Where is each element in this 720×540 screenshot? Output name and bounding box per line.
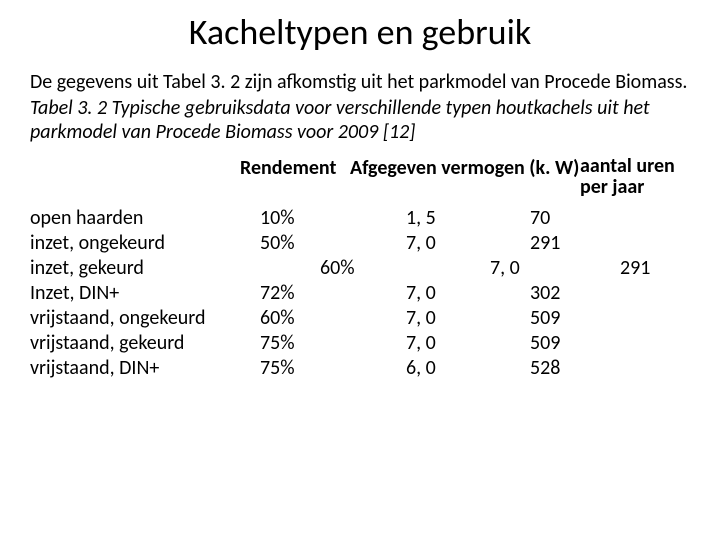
cell-name: inzet, ongekeurd: [30, 231, 240, 256]
header-power: Afgegeven vermogen (k. W): [350, 156, 580, 180]
cell-power: 1, 5: [350, 206, 520, 231]
cell-name: vrijstaand, DIN+: [30, 356, 240, 381]
slide: Kacheltypen en gebruik De gegevens uit T…: [0, 0, 720, 540]
cell-hours: 528: [520, 356, 630, 381]
table-row: vrijstaand, DIN+75% 6, 0528: [30, 356, 690, 381]
cell-name: open haarden: [30, 206, 240, 231]
table-row: vrijstaand, gekeurd 75%7, 0 509: [30, 331, 690, 356]
cell-hours: 509: [520, 306, 630, 331]
cell-power: 7, 0: [350, 331, 520, 356]
slide-title: Kacheltypen en gebruik: [80, 10, 640, 54]
table-row: open haarden10%1, 570: [30, 206, 690, 231]
table-body: open haarden10%1, 570inzet, ongekeurd50%…: [30, 206, 690, 381]
cell-power: 7, 0: [350, 281, 520, 306]
cell-rendement: 75%: [240, 356, 350, 381]
cell-name: vrijstaand, gekeurd: [30, 331, 240, 356]
header-hours: aantal uren per jaar: [580, 156, 690, 198]
table-caption: Tabel 3. 2 Typische gebruiksdata voor ve…: [30, 96, 690, 144]
cell-power: 7, 0: [350, 256, 520, 281]
table-row: vrijstaand, ongekeurd 60% 7, 0509: [30, 306, 690, 331]
cell-power: 6, 0: [350, 356, 520, 381]
cell-power: 7, 0: [350, 306, 520, 331]
cell-power: 7, 0: [350, 231, 520, 256]
cell-rendement: 60%: [240, 306, 350, 331]
cell-rendement: 10%: [240, 206, 350, 231]
table-row: inzet, gekeurd60%7, 0291: [30, 256, 690, 281]
cell-hours: 291: [520, 256, 630, 281]
header-rendement: Rendement: [240, 156, 350, 180]
cell-name: Inzet, DIN+: [30, 281, 240, 306]
cell-rendement: 75%: [240, 331, 350, 356]
cell-hours: 70: [520, 206, 630, 231]
data-table: Rendement Afgegeven vermogen (k. W) aant…: [30, 156, 690, 381]
cell-name: vrijstaand, ongekeurd: [30, 306, 240, 331]
cell-rendement: 72%: [240, 281, 350, 306]
table-row: inzet, ongekeurd50%7, 0291: [30, 231, 690, 256]
cell-name: inzet, gekeurd: [30, 256, 240, 281]
cell-rendement: 50%: [240, 231, 350, 256]
table-header-row: Rendement Afgegeven vermogen (k. W) aant…: [30, 156, 690, 198]
cell-hours: 509: [520, 331, 630, 356]
cell-hours: 291: [520, 231, 630, 256]
table-row: Inzet, DIN+72%7, 0302: [30, 281, 690, 306]
cell-hours: 302: [520, 281, 630, 306]
cell-rendement: 60%: [240, 256, 350, 281]
intro-text: De gegevens uit Tabel 3. 2 zijn afkomsti…: [30, 70, 690, 94]
